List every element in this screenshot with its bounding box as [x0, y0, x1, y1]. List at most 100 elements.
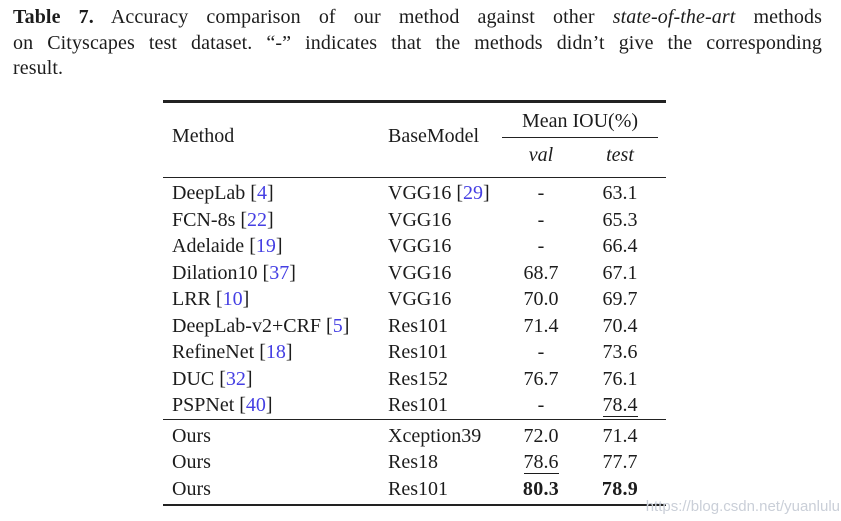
val-cell: 70.0 [502, 288, 580, 311]
caption-line: result. [13, 56, 822, 82]
test-cell-value: 73.6 [602, 341, 638, 364]
val-cell-value: 72.0 [523, 424, 559, 447]
val-cell: 68.7 [502, 262, 580, 285]
basemodel-cell-text: Res18 [388, 451, 438, 474]
col-header-basemodel: BaseModel [388, 125, 480, 147]
method-cell: Ours [163, 451, 380, 474]
method-cell-text: Adelaide [172, 235, 245, 258]
method-cell: Ours [163, 478, 380, 501]
test-cell: 67.1 [580, 262, 660, 285]
citation-link[interactable]: 10 [222, 288, 243, 311]
table-row: Dilation10 [37] VGG16 68.7 67.1 [163, 260, 666, 287]
val-cell: 76.7 [502, 368, 580, 391]
basemodel-cell: Res152 [380, 368, 502, 391]
method-cell-text: Ours [172, 477, 211, 500]
mean-iou-rule [502, 136, 658, 138]
method-cell-text: DeepLab-v2+CRF [172, 314, 322, 337]
col-header-test: test [606, 143, 634, 166]
val-cell-value: - [537, 341, 545, 364]
test-cell-value: 65.3 [602, 208, 638, 231]
method-cell: DeepLab-v2+CRF [5] [172, 314, 350, 337]
table-row: Adelaide [19] VGG16 - 66.4 [163, 234, 666, 261]
method-cell: PSPNet [40] [172, 394, 273, 417]
basemodel-cell: VGG16 [380, 235, 502, 258]
val-cell: - [502, 341, 580, 364]
val-cell: 71.4 [502, 315, 580, 338]
basemodel-cell-text: VGG16 [388, 288, 452, 311]
basemodel-cell-text: Res101 [388, 394, 448, 417]
method-cell-text: FCN-8s [172, 208, 236, 231]
citation-link[interactable]: 18 [265, 341, 286, 364]
citation-link[interactable]: 37 [269, 261, 290, 284]
col-header-method: Method [172, 125, 235, 147]
test-cell-value: 66.4 [602, 235, 638, 258]
method-cell: Dilation10 [37] [172, 261, 296, 284]
test-cell: 66.4 [580, 235, 660, 258]
citation-link[interactable]: 19 [255, 235, 276, 258]
val-cell-value: 80.3 [522, 477, 560, 500]
col-header-val: val [528, 143, 554, 166]
method-cell: LRR [10] [172, 288, 250, 311]
test-cell: 65.3 [580, 209, 660, 232]
basemodel-cell: Res101 [380, 315, 502, 338]
method-cell-text: Dilation10 [172, 261, 258, 284]
table-bottom-rule [163, 503, 666, 506]
val-cell-value: - [537, 235, 545, 258]
table-row: Ours Res18 78.6 77.7 [163, 450, 666, 477]
table-row: DeepLab-v2+CRF [5] Res101 71.4 70.4 [163, 313, 666, 340]
basemodel-cell: VGG16 [380, 288, 502, 311]
table-row: DUC [32] Res152 76.7 76.1 [163, 366, 666, 393]
table-row: Ours Res101 80.3 78.9 [163, 476, 666, 503]
test-cell-value: 77.7 [602, 451, 638, 474]
citation-link[interactable]: 22 [247, 208, 268, 231]
val-cell: - [502, 394, 580, 417]
basemodel-cell: Res101 [380, 341, 502, 364]
table-group-others: DeepLab [4] VGG16 [29] - 63.1 FCN-8s [22] VGG… [163, 178, 666, 420]
basemodel-cell: VGG16 [29] [388, 182, 490, 205]
basemodel-cell: Xception39 [380, 425, 502, 448]
citation-link[interactable]: 5 [332, 314, 343, 337]
test-cell-value: 71.4 [602, 424, 638, 447]
table-row: PSPNet [40] Res101 - 78.4 [163, 393, 666, 420]
basemodel-cell-text: Res101 [388, 341, 448, 364]
caption-text: on Cityscapes test dataset. “-” indicate… [13, 31, 822, 54]
val-cell: - [502, 182, 580, 205]
method-cell: Adelaide [19] [172, 235, 283, 258]
results-table: Method BaseModel Mean IOU(%) val test De… [163, 100, 666, 506]
table-row: FCN-8s [22] VGG16 - 65.3 [163, 207, 666, 234]
basemodel-cell-text: VGG16 [388, 261, 452, 284]
val-cell-value: - [537, 208, 545, 231]
col-header-mean-iou: Mean IOU(%) val test [502, 103, 666, 177]
test-cell: 69.7 [580, 288, 660, 311]
table-header-row: Method BaseModel Mean IOU(%) val test [163, 103, 666, 178]
val-cell-value: - [537, 182, 545, 205]
method-cell: DeepLab [4] [172, 182, 274, 205]
caption-text: Accuracy comparison of our method agains… [93, 6, 613, 28]
caption-text: state-of-the-art [612, 6, 736, 28]
test-cell-value: 78.9 [601, 477, 639, 500]
caption-text: methods [735, 6, 822, 28]
test-cell-value: 63.1 [602, 182, 638, 205]
citation-link[interactable]: 32 [225, 367, 246, 390]
basemodel-cell-text: VGG16 [388, 235, 452, 258]
basemodel-cell-text: VGG16 [388, 182, 452, 205]
test-cell: 71.4 [580, 425, 660, 448]
basemodel-cell-text: Res152 [388, 367, 448, 390]
test-cell: 78.9 [580, 478, 660, 501]
citation-link[interactable]: 29 [463, 182, 484, 205]
test-cell: 70.4 [580, 315, 660, 338]
method-cell-text: DeepLab [172, 182, 246, 205]
table-row: Ours Xception39 72.0 71.4 [163, 423, 666, 450]
val-cell: 80.3 [502, 478, 580, 501]
table-row: LRR [10] VGG16 70.0 69.7 [163, 287, 666, 314]
basemodel-cell-text: Xception39 [388, 424, 482, 447]
citation-link[interactable]: 4 [256, 182, 267, 205]
test-cell-value: 69.7 [602, 288, 638, 311]
test-cell: 78.4 [580, 394, 660, 418]
test-cell-value: 78.4 [602, 394, 638, 418]
citation-link[interactable]: 40 [245, 394, 266, 417]
val-cell-value: - [537, 394, 545, 417]
test-cell-value: 76.1 [602, 367, 638, 390]
table-row: DeepLab [4] VGG16 [29] - 63.1 [163, 181, 666, 208]
